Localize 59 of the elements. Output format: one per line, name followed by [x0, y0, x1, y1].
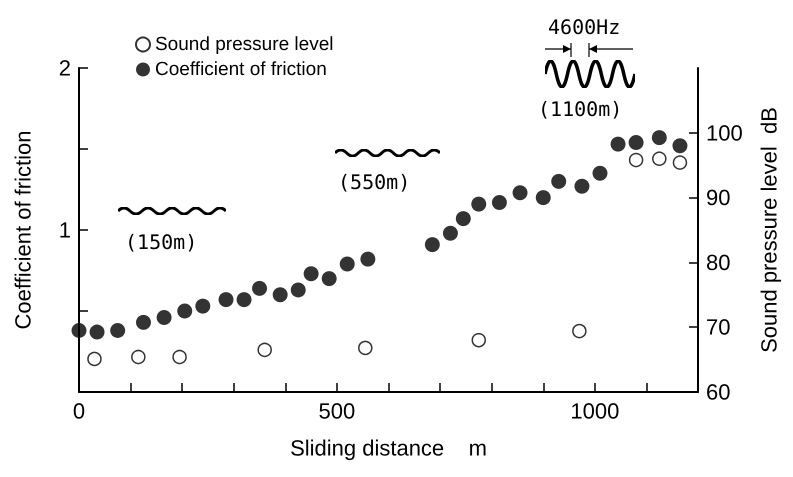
point	[290, 282, 306, 298]
point	[90, 324, 105, 340]
x-tick-label: 500	[318, 398, 356, 424]
point	[628, 135, 644, 150]
point	[131, 350, 146, 364]
point	[652, 151, 667, 166]
annotation: (550m)	[338, 170, 410, 194]
point	[424, 237, 440, 252]
point	[136, 314, 151, 330]
point	[672, 155, 688, 170]
x-tick-label: 1000	[570, 398, 620, 424]
point	[272, 287, 288, 302]
y2-tick-label: 60	[706, 380, 730, 404]
point	[628, 152, 644, 168]
point	[652, 130, 667, 146]
point	[536, 190, 551, 206]
y-tick-label: 1	[58, 218, 71, 242]
point	[456, 211, 471, 226]
point	[360, 252, 376, 267]
point	[574, 178, 590, 194]
point	[672, 138, 688, 154]
y2-tick-label: 70	[706, 314, 730, 340]
point	[110, 322, 126, 338]
point	[195, 298, 210, 314]
point	[236, 292, 252, 308]
y2-tick-label: 90	[706, 185, 730, 210]
legend-label: Sound pressure level	[155, 34, 334, 55]
point	[551, 174, 566, 189]
y2-axis-title: Sound pressure level dB	[756, 107, 782, 353]
text: 4600Hz	[548, 15, 620, 39]
point	[610, 136, 626, 152]
point	[218, 292, 234, 308]
point	[177, 304, 192, 318]
point	[252, 280, 268, 296]
annotation: (1100m)	[538, 97, 622, 121]
x-tick-label: 0	[72, 398, 86, 424]
x-axis-title: Sliding distance m	[290, 436, 487, 460]
point	[442, 226, 458, 241]
point	[358, 340, 373, 356]
point	[72, 322, 86, 338]
point	[592, 166, 608, 181]
point	[472, 332, 486, 348]
point	[572, 324, 587, 338]
point	[304, 266, 319, 282]
point	[156, 310, 172, 325]
y2-tick-label: 100	[706, 120, 743, 146]
annotation: (150m)	[125, 230, 198, 254]
point	[172, 350, 187, 364]
y-tick-label: 2	[58, 56, 71, 80]
y2-tick-label: 80	[706, 250, 730, 275]
legend-label: Coefficient of friction	[155, 59, 327, 80]
point	[87, 352, 102, 366]
point	[471, 196, 486, 212]
point	[257, 342, 272, 358]
point	[492, 194, 507, 210]
y-axis-title: Coefficient of friction	[10, 130, 36, 330]
point	[340, 256, 355, 272]
point	[512, 185, 528, 200]
point	[322, 271, 337, 286]
